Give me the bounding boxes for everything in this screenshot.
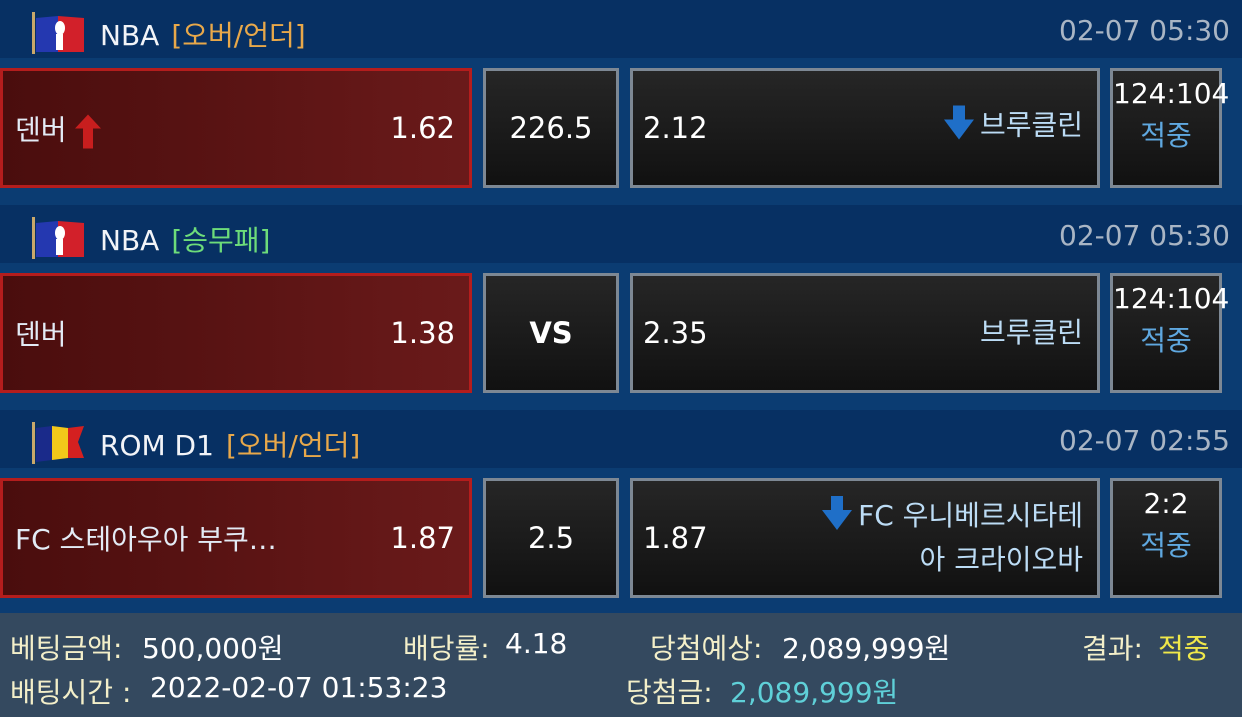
expected-win: 2,089,999원 [782,632,951,665]
result-box: 124:104 적중 [1110,68,1230,188]
rate: 4.18 [505,627,568,660]
league-label: NBA [100,224,160,257]
bet-summary: 베팅금액: 500,000원 배당률: 4.18 당첨예상: 2,089,999… [0,613,1242,717]
final-score: 124:104 [1113,77,1230,110]
line-value: VS [529,316,573,350]
win-amount: 2,089,999원 [730,676,899,709]
romania-flag-icon [32,422,84,464]
middle-option[interactable]: 2.5 [483,478,619,598]
match-header: ROM D1 [오버/언더] 02-07 02:55 [0,410,1242,468]
match-time: 02-07 02:55 [1059,424,1230,457]
win-label: 당첨금: [626,676,713,709]
final-score: 124:104 [1113,282,1230,315]
match-time: 02-07 05:30 [1059,219,1230,252]
league-name: NBA [승무패] [100,219,270,259]
home-odds: 1.38 [390,316,455,350]
market-type: [승무패] [171,224,271,257]
result-status: 적중 [1140,529,1192,562]
away-bet-option[interactable]: 2.35 브루클린 [630,273,1100,393]
away-odds: 2.12 [643,111,708,145]
away-team-line2: 아 크라이오바 [919,543,1083,576]
away-odds: 1.87 [643,521,708,555]
away-bet-option[interactable]: 2.12 브루클린 [630,68,1100,188]
away-team: 브루클린 [979,108,1083,142]
odds-down-icon [943,105,974,153]
match-group: ROM D1 [오버/언더] 02-07 02:55 FC 스테아우아 부쿠… 1… [0,410,1242,610]
match-header: NBA [승무패] 02-07 05:30 [0,205,1242,263]
bet-amount-label: 베팅금액: [10,632,123,665]
result-value: 적중 [1158,632,1210,665]
nba-logo-icon [32,12,84,54]
home-team: 덴버 [15,113,67,146]
league-label: ROM D1 [100,429,214,462]
away-odds: 2.35 [643,316,708,350]
result-status: 적중 [1140,119,1192,152]
result-box: 124:104 적중 [1110,273,1230,393]
market-type: [오버/언더] [171,19,306,52]
away-team: 브루클린 [979,316,1083,349]
line-value: 226.5 [509,111,593,145]
market-type: [오버/언더] [225,429,361,462]
result-status: 적중 [1140,324,1192,357]
home-team: FC 스테아우아 부쿠… [15,523,277,556]
league-name: NBA [오버/언더] [100,14,306,54]
nba-logo-icon [32,217,84,259]
final-score: 2:2 [1143,487,1189,520]
match-group: NBA [오버/언더] 02-07 05:30 덴버 1.62 226.5 2.1… [0,0,1242,200]
home-odds: 1.62 [390,111,455,145]
line-value: 2.5 [527,521,575,555]
league-name: ROM D1 [오버/언더] [100,424,360,464]
league-label: NBA [100,19,160,52]
home-bet-option[interactable]: 덴버 1.62 [0,68,472,188]
home-bet-option[interactable]: FC 스테아우아 부쿠… 1.87 [0,478,472,598]
match-time: 02-07 05:30 [1059,14,1230,47]
middle-option[interactable]: VS [483,273,619,393]
match-header: NBA [오버/언더] 02-07 05:30 [0,0,1242,58]
home-odds: 1.87 [390,521,455,555]
rate-label: 배당률: [403,632,490,665]
expected-label: 당첨예상: [650,632,763,665]
bet-time: 2022-02-07 01:53:23 [150,671,448,704]
result-label: 결과: [1082,632,1143,665]
home-team: 덴버 [15,318,67,351]
home-bet-option[interactable]: 덴버 1.38 [0,273,472,393]
bet-time-label: 배팅시간 : [10,676,132,709]
match-group: NBA [승무패] 02-07 05:30 덴버 1.38 VS 2.35 브루클… [0,205,1242,405]
bet-amount: 500,000원 [142,632,284,665]
odds-down-icon [822,496,853,543]
odds-up-icon [74,114,101,156]
result-box: 2:2 적중 [1110,478,1222,598]
middle-option[interactable]: 226.5 [483,68,619,188]
away-team: FC 우니베르시타테 [858,499,1083,532]
